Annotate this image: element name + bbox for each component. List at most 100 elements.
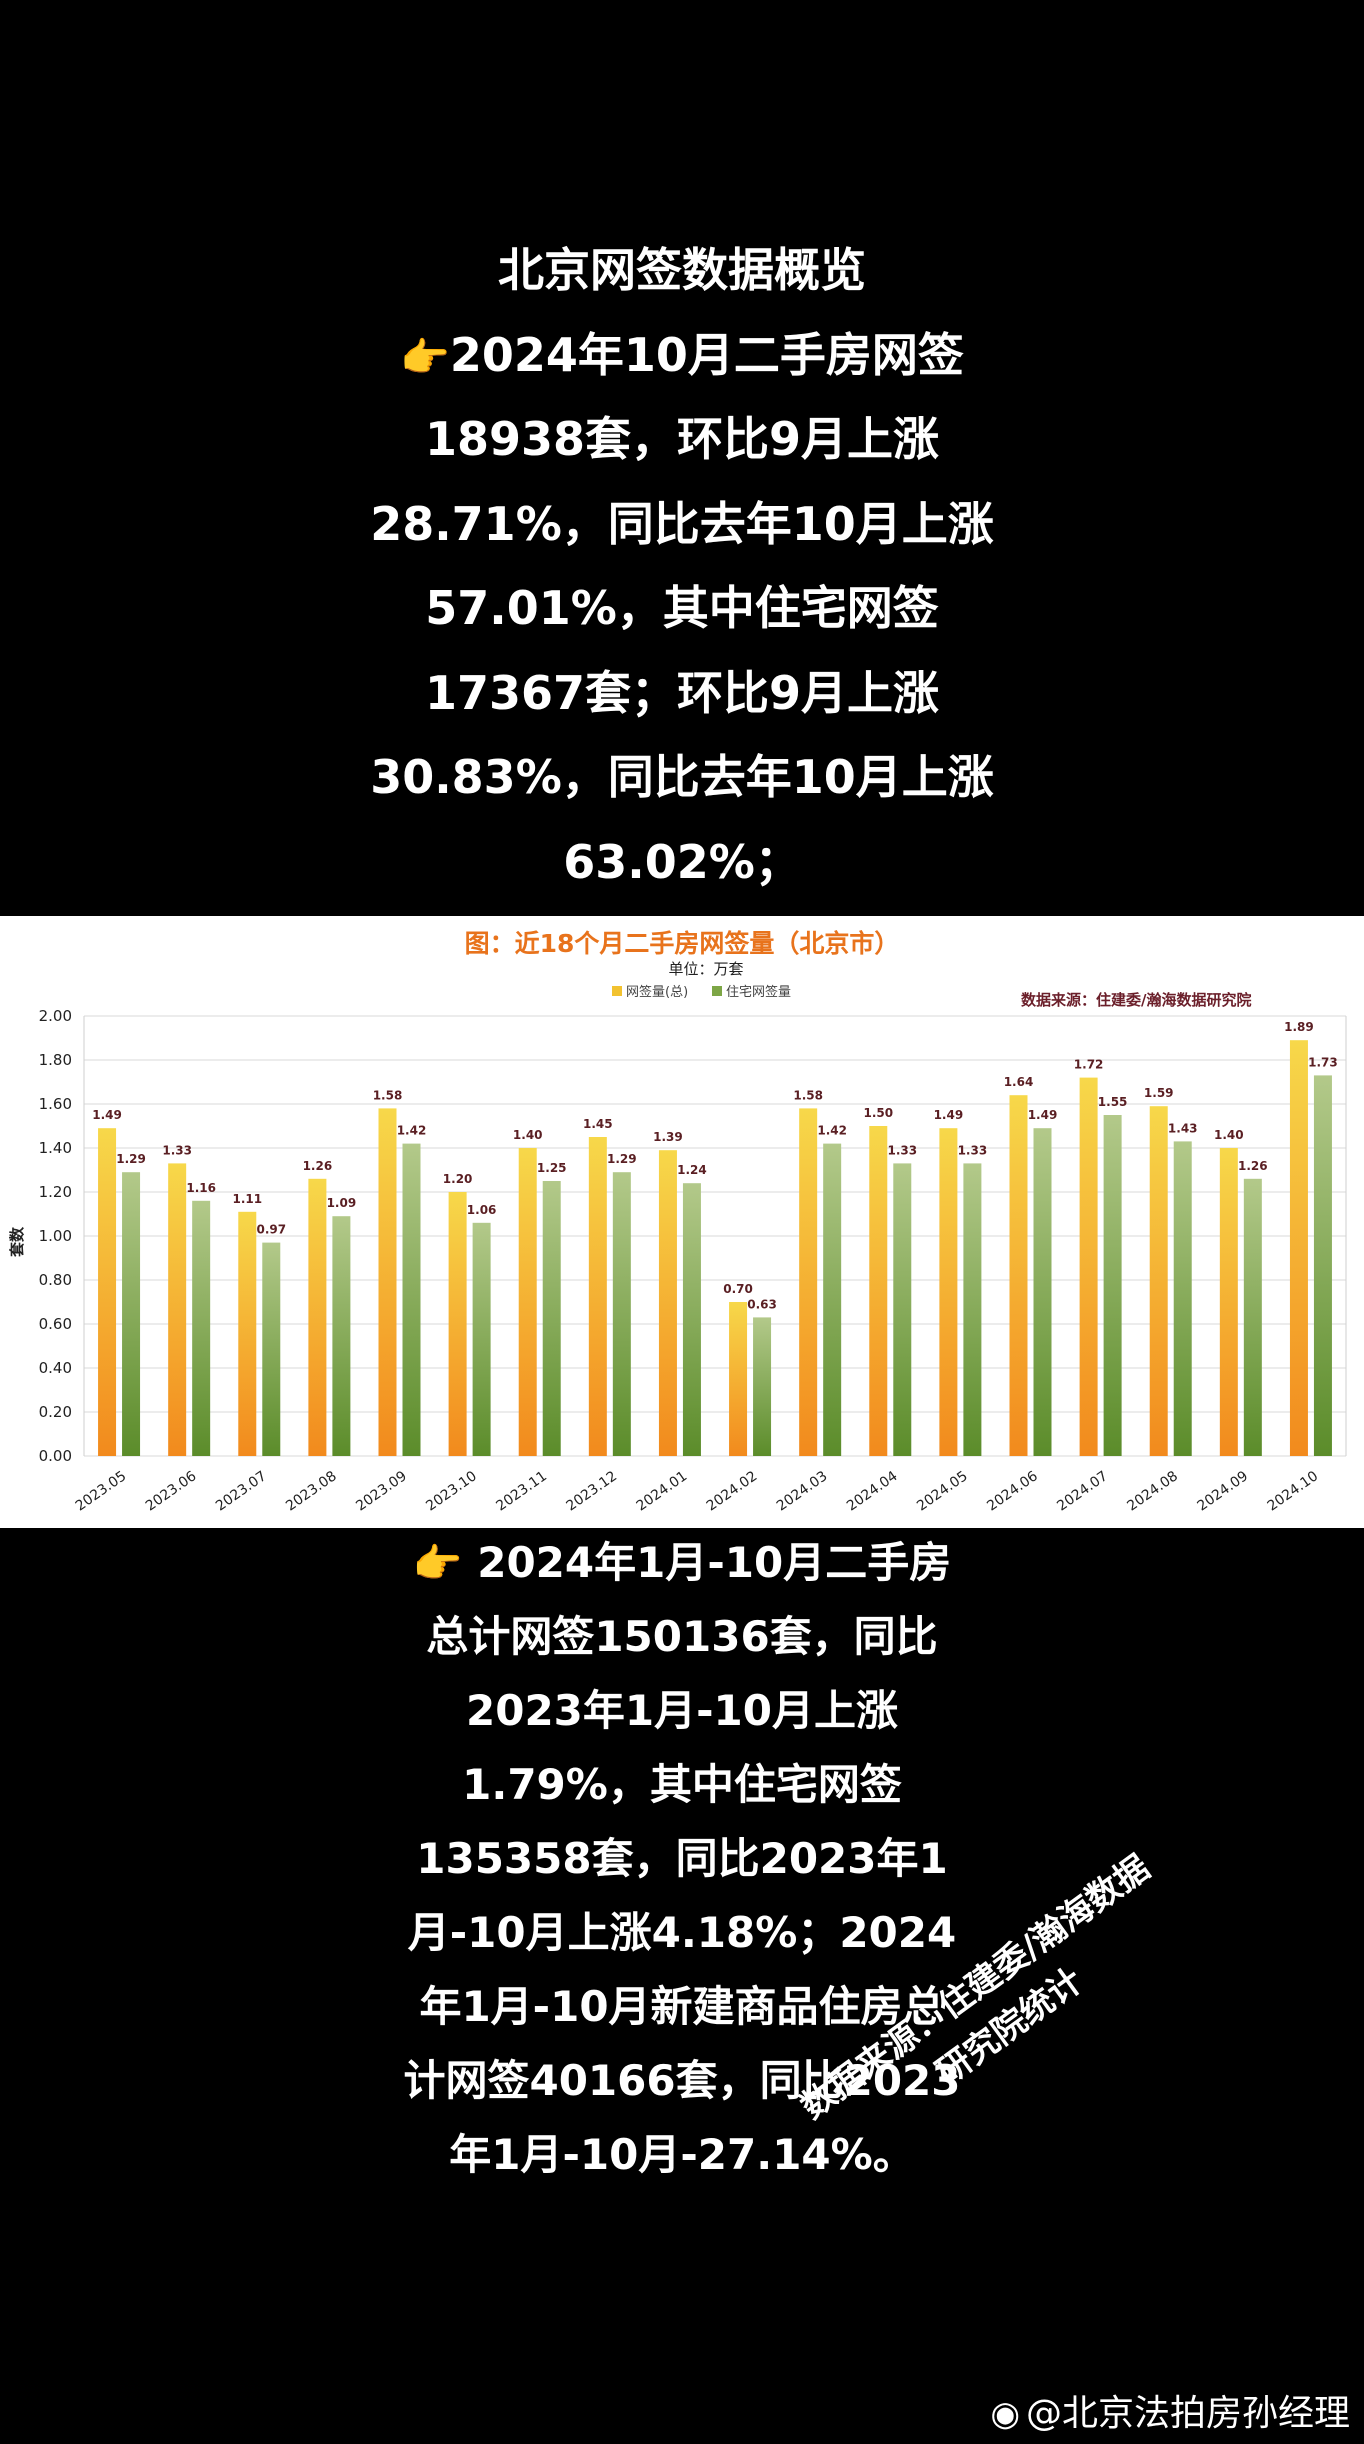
data-label-residential: 1.29 (607, 1152, 637, 1166)
data-label-total: 1.59 (1144, 1086, 1174, 1100)
x-tick-label: 2024.05 (914, 1468, 971, 1514)
x-tick-label: 2024.09 (1195, 1468, 1252, 1514)
pointing-hand-icon: 👉 (412, 1541, 463, 1587)
data-label-total: 1.58 (793, 1088, 823, 1102)
data-label-residential: 1.33 (887, 1143, 917, 1157)
x-tick-label: 2023.06 (143, 1468, 200, 1514)
x-tick-label: 2023.07 (213, 1468, 270, 1514)
summary-line-1-text: 2024年1月-10月二手房 (477, 1538, 952, 1587)
bar-total (939, 1128, 958, 1456)
weibo-icon: ◉ (990, 2394, 1020, 2434)
bar-total (1149, 1106, 1168, 1456)
x-tick-label: 2024.03 (774, 1468, 831, 1514)
data-label-residential: 1.33 (958, 1143, 988, 1157)
data-label-residential: 1.73 (1308, 1055, 1338, 1069)
x-tick-label: 2023.11 (493, 1468, 550, 1514)
bar-total (1009, 1095, 1028, 1456)
x-tick-label: 2023.12 (564, 1468, 621, 1514)
data-label-residential: 1.09 (327, 1196, 357, 1210)
bar-total (98, 1128, 117, 1456)
intro-text: 北京网签数据概览 👉2024年10月二手房网签 18938套，环比9月上涨 28… (0, 228, 1364, 904)
summary-line-4: 1.79%，其中住宅网签 (462, 1760, 902, 1809)
summary-line-6: 月-10月上涨4.18%；2024 (407, 1908, 957, 1957)
summary-line-2: 总计网签150136套，同比 (426, 1612, 938, 1661)
bar-total (448, 1192, 467, 1456)
data-label-residential: 1.06 (467, 1203, 497, 1217)
bar-residential (122, 1172, 141, 1456)
data-label-residential: 1.24 (677, 1163, 707, 1177)
bar-residential (753, 1317, 772, 1456)
data-label-residential: 1.55 (1098, 1095, 1128, 1109)
summary-line-9: 年1月-10月-27.14%。 (449, 2130, 915, 2179)
data-label-total: 1.39 (653, 1130, 683, 1144)
summary-line-7: 年1月-10月新建商品住房总 (419, 1982, 945, 2031)
data-label-total: 1.40 (1214, 1128, 1244, 1142)
bar-residential (402, 1143, 421, 1456)
intro-line-1: 北京网签数据概览 (498, 243, 866, 297)
intro-line-4: 28.71%，同比去年10月上涨 (370, 496, 994, 551)
data-label-residential: 1.49 (1028, 1108, 1058, 1122)
data-label-total: 1.26 (303, 1159, 333, 1173)
y-axis-label: 套数 (8, 1226, 26, 1258)
watermark-text: @北京法拍房孙经理 (1025, 2393, 1350, 2434)
data-label-total: 1.33 (162, 1143, 192, 1157)
data-label-total: 1.50 (863, 1106, 893, 1120)
intro-line-7: 30.83%，同比去年10月上涨 (370, 750, 994, 804)
intro-line-2: 👉2024年10月二手房网签 (0, 313, 1364, 398)
data-label-residential: 1.42 (817, 1124, 847, 1138)
bar-residential (472, 1222, 491, 1456)
data-labels: 1.49 1.29 1.33 1.16 1.11 0.97 1.26 1.09 1.58 1.42… (92, 1020, 1337, 1311)
bar-residential (682, 1183, 701, 1456)
legend-swatch-total (612, 986, 622, 996)
bar-total (308, 1178, 327, 1456)
bar-total (1219, 1148, 1238, 1456)
x-tick-label: 2024.01 (634, 1468, 691, 1514)
bar-residential (1103, 1115, 1122, 1456)
bar-residential (262, 1242, 281, 1456)
y-tick-label: 0.00 (39, 1447, 72, 1465)
y-tick-label: 0.40 (39, 1359, 72, 1377)
data-label-residential: 1.16 (186, 1181, 216, 1195)
bar-total (168, 1163, 187, 1456)
data-label-total: 1.49 (934, 1108, 964, 1122)
intro-line-8: 63.02%； (563, 834, 801, 889)
bar-total (869, 1126, 888, 1456)
bar-total (799, 1108, 818, 1456)
bar-total (1289, 1040, 1308, 1456)
bar-residential (192, 1200, 211, 1456)
y-tick-label: 1.60 (39, 1095, 72, 1113)
data-label-total: 1.64 (1004, 1075, 1034, 1089)
y-tick-label: 1.80 (39, 1051, 72, 1069)
summary-line-3: 2023年1月-10月上涨 (466, 1686, 898, 1735)
x-axis-ticks: 2023.05 2023.06 2023.07 2023.08 2023.09 2023.… (73, 1468, 1322, 1514)
bar-residential (823, 1143, 842, 1456)
bar-residential (963, 1163, 982, 1456)
y-tick-label: 0.20 (39, 1403, 72, 1421)
data-label-residential: 1.42 (397, 1124, 427, 1138)
x-tick-label: 2024.02 (704, 1468, 761, 1514)
data-label-residential: 1.43 (1168, 1121, 1198, 1135)
bar-residential (1313, 1075, 1332, 1456)
summary-text: 👉 2024年1月-10月二手房 总计网签150136套，同比 2023年1月-… (0, 1526, 1364, 2192)
bar-total (1079, 1077, 1098, 1456)
data-label-total: 1.40 (513, 1128, 543, 1142)
data-label-total: 1.72 (1074, 1058, 1104, 1072)
data-label-residential: 1.26 (1238, 1159, 1268, 1173)
summary-line-5: 135358套，同比2023年1 (416, 1834, 948, 1883)
chart-source: 数据来源：住建委/瀚海数据研究院 (1021, 991, 1251, 1009)
intro-line-3: 18938套，环比9月上涨 (424, 412, 940, 466)
grid (83, 1015, 1347, 1457)
intro-line-5: 57.01%，其中住宅网签 (425, 581, 939, 635)
bar-residential (893, 1163, 912, 1456)
y-tick-label: 2.00 (39, 1007, 72, 1025)
intro-line-6: 17367套；环比9月上涨 (424, 665, 940, 720)
chart-panel: 图：近18个月二手房网签量（北京市） 单位：万套 网签量(总) 住宅网签量 数据… (0, 916, 1364, 1528)
data-label-total: 1.20 (443, 1172, 473, 1186)
data-label-total: 1.45 (583, 1117, 613, 1131)
y-tick-label: 0.80 (39, 1271, 72, 1289)
data-label-total: 1.49 (92, 1108, 122, 1122)
x-tick-label: 2024.08 (1124, 1468, 1181, 1514)
x-tick-label: 2023.10 (423, 1468, 480, 1514)
data-label-total: 1.11 (232, 1192, 262, 1206)
x-tick-label: 2024.07 (1054, 1468, 1111, 1514)
